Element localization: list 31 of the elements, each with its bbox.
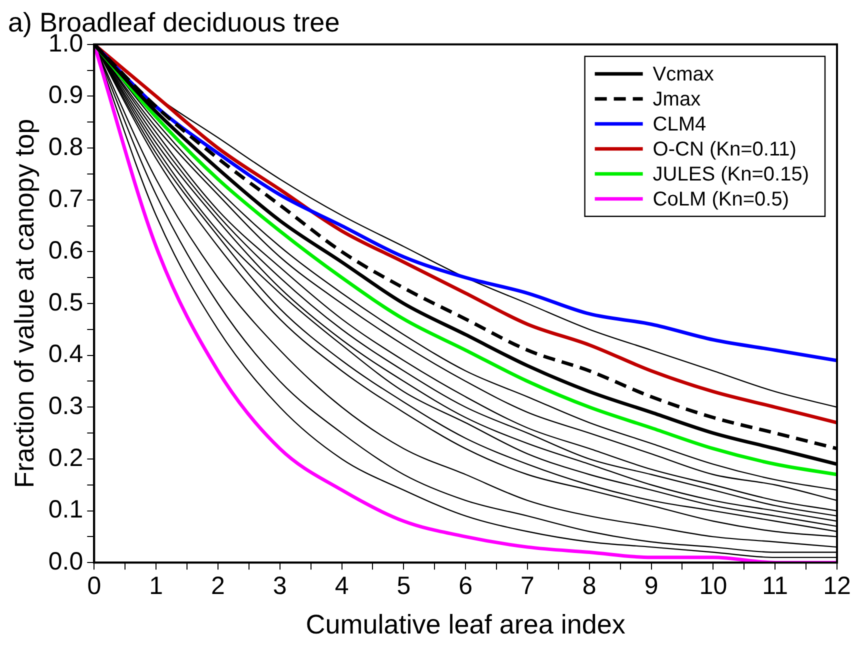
- y-tick-label: 0.1: [48, 496, 84, 524]
- x-tick-label: 5: [396, 572, 411, 600]
- y-tick-label: 0.4: [48, 340, 84, 368]
- legend-label: CLM4: [652, 113, 706, 136]
- x-tick-label: 11: [762, 572, 788, 600]
- y-tick-label: 0.5: [48, 288, 84, 316]
- x-tick-label: 6: [458, 572, 473, 600]
- x-tick-label: 0: [87, 572, 102, 600]
- y-tick-label: 0.6: [48, 236, 84, 265]
- x-tick-label: 8: [582, 572, 596, 600]
- y-tick-label: 0.3: [48, 392, 84, 420]
- y-tick-label: 0.9: [48, 81, 84, 110]
- x-tick-label: 4: [334, 572, 349, 600]
- y-tick-label: 0.8: [48, 132, 84, 161]
- legend-label: Jmax: [652, 88, 701, 110]
- x-axis-title: Cumulative leaf area index: [306, 609, 626, 640]
- y-axis-title: Fraction of value at canopy top: [10, 118, 40, 488]
- x-tick-label: 12: [823, 572, 851, 600]
- x-tick-label: 10: [699, 572, 728, 600]
- y-tick-label: 0.0: [48, 547, 84, 576]
- legend-label: Vcmax: [652, 63, 714, 86]
- legend-label: O-CN (Kn=0.11): [652, 138, 796, 160]
- x-tick-label: 3: [272, 572, 287, 600]
- y-tick-label: 0.7: [48, 184, 84, 213]
- x-tick-label: 1: [149, 572, 164, 600]
- legend-label: CoLM (Kn=0.5): [652, 188, 789, 210]
- x-tick-label: 9: [644, 572, 658, 600]
- x-tick-label: 2: [211, 572, 225, 600]
- x-tick-label: 7: [520, 572, 534, 600]
- legend-label: JULES (Kn=0.15): [652, 163, 810, 186]
- y-tick-label: 0.2: [48, 444, 84, 472]
